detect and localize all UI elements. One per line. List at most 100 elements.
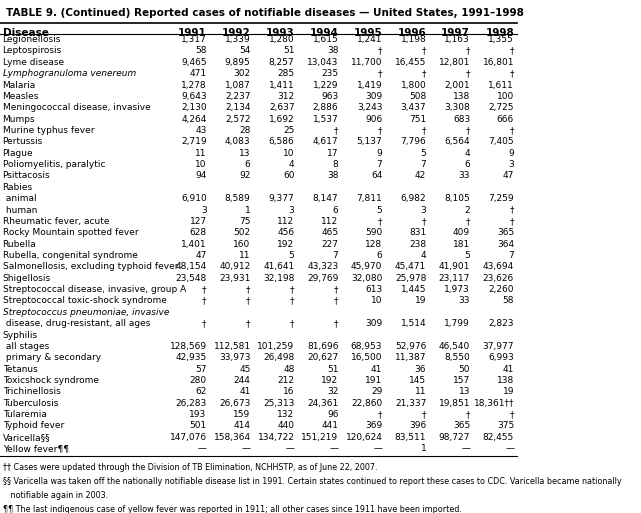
Text: †: † xyxy=(510,69,514,78)
Text: 6,586: 6,586 xyxy=(269,137,294,146)
Text: 10: 10 xyxy=(283,149,294,157)
Text: 3: 3 xyxy=(201,206,206,214)
Text: 1,198: 1,198 xyxy=(401,35,426,44)
Text: †: † xyxy=(378,126,382,135)
Text: 16,500: 16,500 xyxy=(351,353,382,362)
Text: 3: 3 xyxy=(420,206,426,214)
Text: 82,455: 82,455 xyxy=(483,433,514,442)
Text: Leptospirosis: Leptospirosis xyxy=(3,46,62,55)
Text: 683: 683 xyxy=(453,114,470,124)
Text: 1,611: 1,611 xyxy=(488,81,514,89)
Text: TABLE 9. (Continued) Reported cases of notifiable diseases — United States, 1991: TABLE 9. (Continued) Reported cases of n… xyxy=(6,8,524,17)
Text: 312: 312 xyxy=(278,92,294,101)
Text: †: † xyxy=(510,46,514,55)
Text: 5,137: 5,137 xyxy=(356,137,382,146)
Text: Psittacosis: Psittacosis xyxy=(3,171,50,181)
Text: 112,581: 112,581 xyxy=(213,342,251,351)
Text: 8,257: 8,257 xyxy=(269,58,294,67)
Text: 191: 191 xyxy=(365,376,382,385)
Text: 192: 192 xyxy=(321,376,338,385)
Text: 375: 375 xyxy=(497,422,514,430)
Text: †: † xyxy=(334,319,338,328)
Text: 128,569: 128,569 xyxy=(169,342,206,351)
Text: 1995: 1995 xyxy=(354,28,382,37)
Text: Rubella, congenital syndrome: Rubella, congenital syndrome xyxy=(3,251,137,260)
Text: 244: 244 xyxy=(234,376,251,385)
Text: 132: 132 xyxy=(278,410,294,419)
Text: 22,860: 22,860 xyxy=(351,399,382,408)
Text: —: — xyxy=(505,444,514,453)
Text: 1,411: 1,411 xyxy=(269,81,294,89)
Text: Poliomyelitis, paralytic: Poliomyelitis, paralytic xyxy=(3,160,105,169)
Text: 465: 465 xyxy=(321,228,338,238)
Text: Pertussis: Pertussis xyxy=(3,137,43,146)
Text: 1,163: 1,163 xyxy=(444,35,470,44)
Text: †: † xyxy=(422,69,426,78)
Text: 396: 396 xyxy=(409,422,426,430)
Text: 369: 369 xyxy=(365,422,382,430)
Text: 1,278: 1,278 xyxy=(181,81,206,89)
Text: Streptococcus pneumoniae, invasive: Streptococcus pneumoniae, invasive xyxy=(3,308,169,317)
Text: 147,076: 147,076 xyxy=(169,433,206,442)
Text: †: † xyxy=(510,410,514,419)
Text: Yellow fever¶¶: Yellow fever¶¶ xyxy=(3,444,69,453)
Text: 302: 302 xyxy=(233,69,251,78)
Text: 4,083: 4,083 xyxy=(225,137,251,146)
Text: 23,931: 23,931 xyxy=(219,274,251,283)
Text: 6,982: 6,982 xyxy=(401,194,426,203)
Text: 29: 29 xyxy=(371,387,382,397)
Text: 309: 309 xyxy=(365,92,382,101)
Text: 1,800: 1,800 xyxy=(401,81,426,89)
Text: 40,912: 40,912 xyxy=(219,262,251,271)
Text: 42,935: 42,935 xyxy=(176,353,206,362)
Text: Toxicshock syndrome: Toxicshock syndrome xyxy=(3,376,99,385)
Text: 19: 19 xyxy=(415,297,426,305)
Text: Tularemia: Tularemia xyxy=(3,410,46,419)
Text: Legionellosis: Legionellosis xyxy=(3,35,61,44)
Text: †: † xyxy=(290,319,294,328)
Text: †: † xyxy=(290,297,294,305)
Text: 9,895: 9,895 xyxy=(225,58,251,67)
Text: —: — xyxy=(242,444,251,453)
Text: †: † xyxy=(246,319,251,328)
Text: 54: 54 xyxy=(239,46,251,55)
Text: 60: 60 xyxy=(283,171,294,181)
Text: †: † xyxy=(334,126,338,135)
Text: 502: 502 xyxy=(233,228,251,238)
Text: †: † xyxy=(510,217,514,226)
Text: 1,355: 1,355 xyxy=(488,35,514,44)
Text: Syphilis: Syphilis xyxy=(3,330,38,340)
Text: †: † xyxy=(246,297,251,305)
Text: 365: 365 xyxy=(497,228,514,238)
Text: 26,498: 26,498 xyxy=(263,353,294,362)
Text: disease, drug-resistant, all ages: disease, drug-resistant, all ages xyxy=(3,319,150,328)
Text: 112: 112 xyxy=(321,217,338,226)
Text: 3: 3 xyxy=(288,206,294,214)
Text: 1998: 1998 xyxy=(485,28,514,37)
Text: 613: 613 xyxy=(365,285,382,294)
Text: Streptococcal disease, invasive, group A: Streptococcal disease, invasive, group A xyxy=(3,285,186,294)
Text: 6,910: 6,910 xyxy=(181,194,206,203)
Text: Rubella: Rubella xyxy=(3,240,37,249)
Text: 6: 6 xyxy=(245,160,251,169)
Text: 238: 238 xyxy=(409,240,426,249)
Text: 9,643: 9,643 xyxy=(181,92,206,101)
Text: Tetanus: Tetanus xyxy=(3,365,37,373)
Text: 2,001: 2,001 xyxy=(445,81,470,89)
Text: 8,589: 8,589 xyxy=(225,194,251,203)
Text: 64: 64 xyxy=(371,171,382,181)
Text: †: † xyxy=(246,285,251,294)
Text: 1,799: 1,799 xyxy=(444,319,470,328)
Text: 5: 5 xyxy=(376,206,382,214)
Text: 7: 7 xyxy=(508,251,514,260)
Text: Murine typhus fever: Murine typhus fever xyxy=(3,126,94,135)
Text: 1: 1 xyxy=(420,444,426,453)
Text: 7,405: 7,405 xyxy=(488,137,514,146)
Text: 92: 92 xyxy=(239,171,251,181)
Text: 1,280: 1,280 xyxy=(269,35,294,44)
Text: Typhoid fever: Typhoid fever xyxy=(3,422,64,430)
Text: 2,725: 2,725 xyxy=(488,103,514,112)
Text: Mumps: Mumps xyxy=(3,114,35,124)
Text: 21,337: 21,337 xyxy=(395,399,426,408)
Text: 158,364: 158,364 xyxy=(213,433,251,442)
